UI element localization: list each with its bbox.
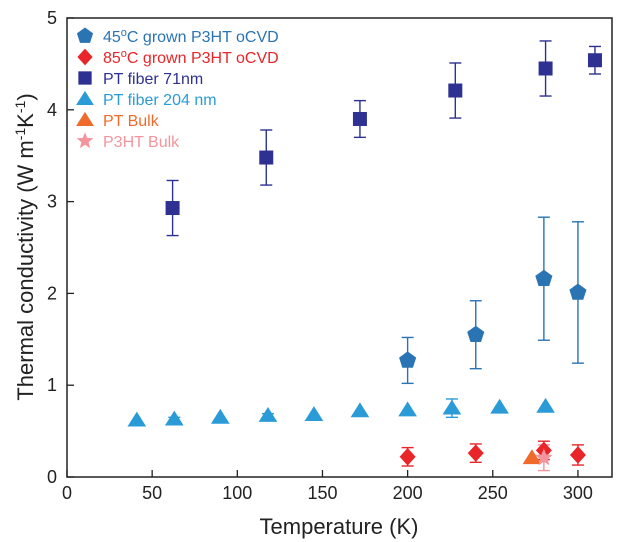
data-point-series-3 xyxy=(304,406,324,421)
x-tick-label: 150 xyxy=(307,483,337,503)
data-point-series-3 xyxy=(350,402,370,418)
x-tick-label: 50 xyxy=(142,483,162,503)
x-tick-label: 100 xyxy=(222,483,252,503)
y-tick-label: 1 xyxy=(47,375,57,395)
data-points xyxy=(127,53,602,466)
x-tick-label: 250 xyxy=(478,483,508,503)
data-point-series-2 xyxy=(352,111,367,126)
legend-entry: P3HT Bulk xyxy=(103,134,180,151)
legend-entry: 85oC grown P3HT oCVD xyxy=(103,48,279,67)
data-point-series-2 xyxy=(538,61,553,76)
data-point-series-2 xyxy=(587,53,602,68)
x-tick-label: 200 xyxy=(393,483,423,503)
x-tick-label: 300 xyxy=(563,483,593,503)
data-point-series-1 xyxy=(467,444,484,462)
x-axis-label: Temperature (K) xyxy=(260,514,419,539)
data-point-series-3 xyxy=(490,398,509,414)
legend-marker xyxy=(76,111,94,127)
legend-marker xyxy=(76,90,94,106)
data-point-series-2 xyxy=(259,150,274,165)
data-point-series-3 xyxy=(442,399,462,415)
legend: 45oC grown P3HT oCVD 85oC grown P3HT oCVD… xyxy=(76,27,279,151)
legend-entry: PT fiber 204 nm xyxy=(103,92,217,109)
y-tick-label: 3 xyxy=(47,192,57,212)
data-point-series-0 xyxy=(535,269,553,286)
data-point-series-1 xyxy=(399,448,416,466)
data-point-series-3 xyxy=(164,410,184,426)
data-point-series-3 xyxy=(536,397,555,413)
data-point-series-3 xyxy=(127,411,147,427)
legend-marker xyxy=(76,27,94,43)
legend-marker xyxy=(76,132,94,149)
data-point-series-4 xyxy=(522,449,542,465)
data-point-series-3 xyxy=(258,406,278,422)
data-point-series-3 xyxy=(398,401,417,417)
data-point-series-0 xyxy=(467,325,485,342)
data-point-series-5 xyxy=(535,448,553,466)
x-tick-label: 0 xyxy=(62,483,72,503)
legend-entry: 45oC grown P3HT oCVD xyxy=(103,27,279,46)
y-axis-label: Thermal conductivity (W m-1K-1) xyxy=(12,93,38,400)
error-bars xyxy=(166,40,601,472)
legend-marker xyxy=(77,48,93,66)
legend-entry: PT Bulk xyxy=(103,113,160,130)
legend-entry: PT fiber 71nm xyxy=(103,71,203,88)
data-point-series-2 xyxy=(165,201,180,216)
data-point-series-1 xyxy=(569,446,586,464)
data-point-series-0 xyxy=(569,283,587,300)
y-tick-label: 4 xyxy=(47,100,57,120)
y-tick-label: 0 xyxy=(47,467,57,487)
data-point-series-3 xyxy=(210,408,230,424)
axis-ticks xyxy=(66,17,579,478)
y-tick-label: 5 xyxy=(47,8,57,28)
plot-area xyxy=(66,17,613,478)
data-point-series-0 xyxy=(399,351,417,368)
tick-labels: 0 50 100 150 200 250 300 0 1 2 3 4 5 xyxy=(47,8,593,503)
legend-marker xyxy=(78,71,92,85)
data-point-series-2 xyxy=(448,83,463,98)
y-tick-label: 2 xyxy=(47,283,57,303)
